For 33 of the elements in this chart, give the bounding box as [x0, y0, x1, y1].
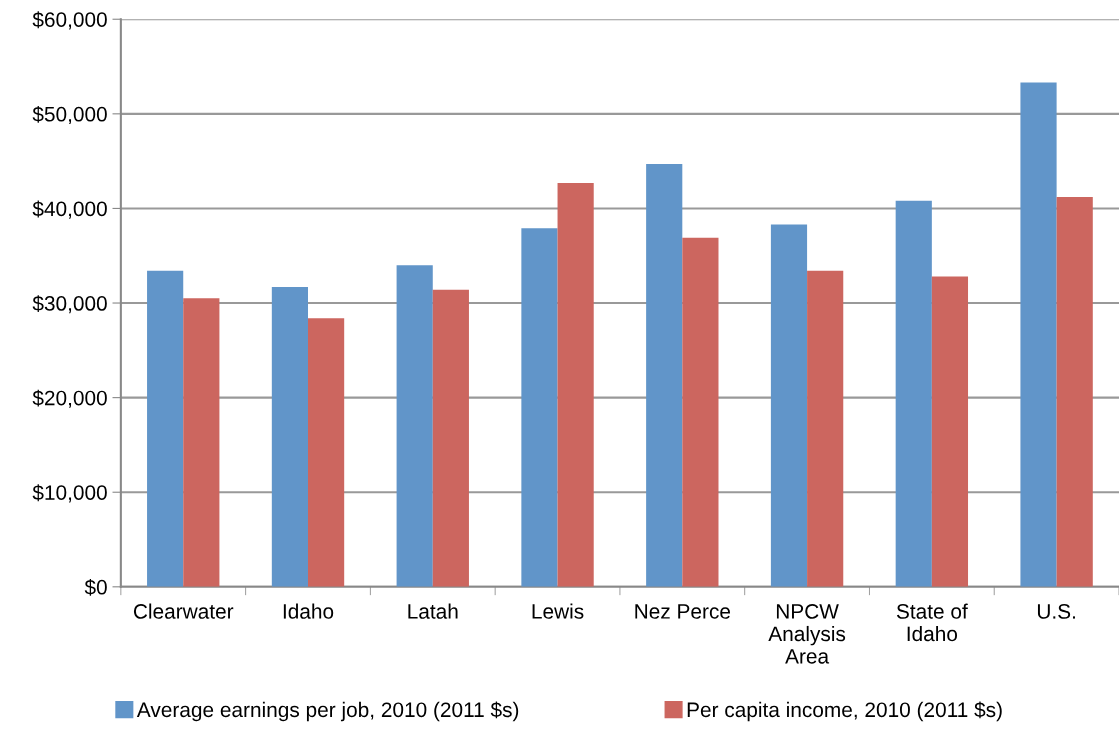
y-tick-label: $0 — [84, 578, 107, 596]
bar — [770, 224, 808, 587]
bar — [646, 163, 683, 587]
bar — [147, 270, 184, 587]
bar — [396, 265, 433, 587]
x-tick-label: Clearwater — [133, 603, 234, 619]
y-tick-label: $30,000 — [32, 295, 107, 314]
y-tick-label: $10,000 — [32, 484, 107, 503]
bar — [557, 182, 594, 587]
bar — [1056, 197, 1093, 587]
x-tick-label: Lewis — [532, 603, 584, 619]
x-tick-label: State of Idaho — [896, 603, 968, 642]
bar — [271, 286, 308, 587]
bar — [432, 289, 469, 587]
x-tick-label: Nez Perce — [635, 604, 731, 619]
legend-label: Average earnings per job, 2010 (2011 $s) — [136, 701, 519, 722]
x-tick-label: Idaho — [283, 603, 334, 619]
x-tick-label: Latah — [408, 603, 458, 619]
y-tick-label: $60,000 — [32, 11, 107, 30]
y-tick-label: $40,000 — [32, 200, 107, 219]
bar — [931, 276, 969, 587]
bar — [807, 270, 844, 587]
bar — [308, 318, 345, 587]
bar — [895, 200, 932, 587]
bar — [1020, 82, 1057, 587]
y-tick-label: $50,000 — [32, 105, 107, 125]
legend-label: Per capita income, 2010 (2011 $s) — [687, 701, 1002, 722]
bar — [183, 298, 220, 587]
bar — [521, 228, 558, 587]
x-tick-label: U.S. — [1037, 604, 1075, 619]
y-tick-label: $20,000 — [32, 389, 107, 408]
x-tick-label: NPCW Analysis Area — [768, 604, 846, 664]
bar — [682, 237, 719, 587]
